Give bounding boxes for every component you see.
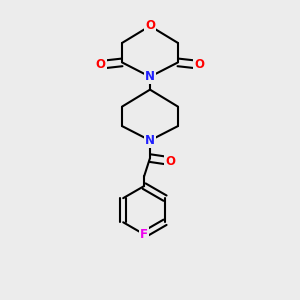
- Text: N: N: [145, 134, 155, 147]
- Text: O: O: [96, 58, 106, 71]
- Text: F: F: [140, 228, 148, 241]
- Text: N: N: [145, 70, 155, 83]
- Text: O: O: [194, 58, 204, 71]
- Text: O: O: [165, 154, 175, 167]
- Text: O: O: [145, 20, 155, 32]
